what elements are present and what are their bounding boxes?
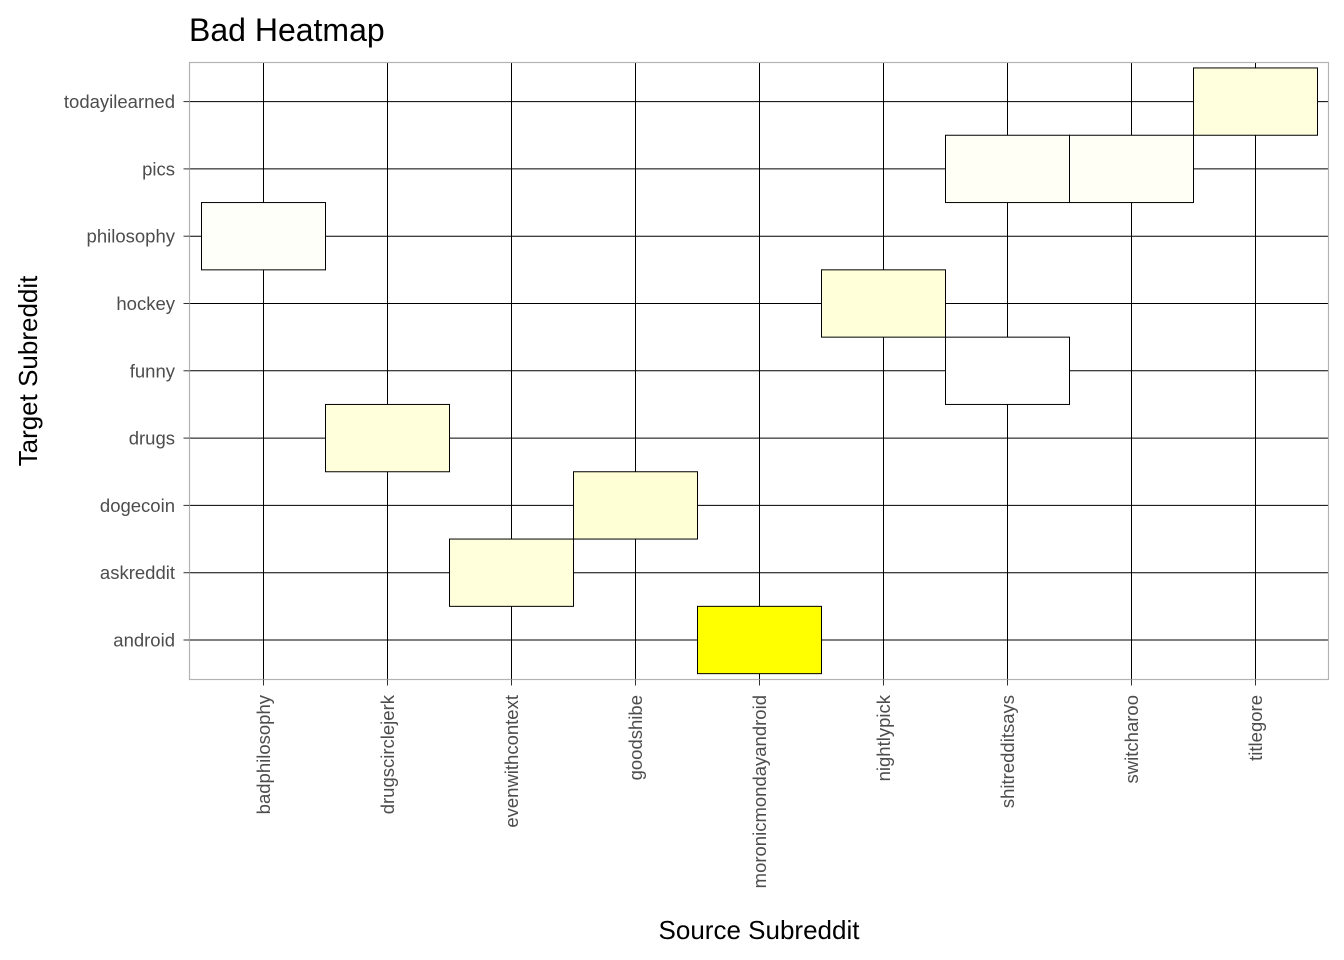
y-tick-label-hockey: hockey: [116, 293, 175, 314]
heatmap-cell-titlegore-todayilearned: [1193, 67, 1318, 136]
heatmap-cell-drugscirclejerk-drugs: [325, 403, 450, 473]
y-tick-label-philosophy: philosophy: [87, 226, 176, 247]
x-tick-label-moronicmondayandroid: moronicmondayandroid: [749, 695, 770, 888]
y-tick-label-pics: pics: [142, 158, 175, 179]
x-tick-label-drugscirclejerk: drugscirclejerk: [377, 694, 398, 814]
y-tick-label-askreddit: askreddit: [100, 562, 175, 583]
heatmap-tiles: [201, 67, 1318, 675]
y-axis-ticks: android askreddit dogecoin drugs funny hockey…: [64, 91, 190, 651]
x-tick-label-evenwithcontext: evenwithcontext: [501, 695, 522, 828]
heatmap-cell-badphilosophy-philosophy: [201, 202, 326, 271]
x-tick-label-nightlypick: nightlypick: [873, 694, 894, 781]
heatmap-cell-shitredditsays-funny: [945, 336, 1070, 405]
heatmap-cell-goodshibe-dogecoin: [573, 471, 698, 540]
heatmap-cell-evenwithcontext-askreddit: [449, 538, 574, 607]
x-axis-ticks: badphilosophy drugscirclejerk evenwithcont…: [253, 679, 1266, 888]
heatmap-cell-switcharoo-pics: [1069, 134, 1194, 204]
heatmap-cell-nightlypick-hockey: [821, 269, 946, 338]
y-tick-label-todayilearned: todayilearned: [64, 91, 175, 112]
x-tick-label-badphilosophy: badphilosophy: [253, 694, 274, 814]
y-tick-label-android: android: [113, 630, 175, 651]
y-tick-label-drugs: drugs: [129, 428, 175, 449]
chart-title: Bad Heatmap: [189, 12, 385, 48]
x-tick-label-shitredditsays: shitredditsays: [997, 695, 1018, 808]
x-tick-label-goodshibe: goodshibe: [625, 695, 646, 780]
x-tick-label-switcharoo: switcharoo: [1121, 695, 1142, 783]
x-axis-title: Source Subreddit: [659, 915, 861, 945]
y-tick-label-funny: funny: [130, 360, 176, 381]
y-axis-title: Target Subreddit: [13, 275, 43, 467]
y-tick-label-dogecoin: dogecoin: [100, 495, 175, 516]
grid-lines: [189, 62, 1329, 680]
heatmap-cell-moronicmondayandroid-android: [697, 605, 822, 675]
x-tick-label-titlegore: titlegore: [1245, 695, 1266, 761]
heatmap-cell-shitredditsays-pics: [945, 134, 1070, 204]
